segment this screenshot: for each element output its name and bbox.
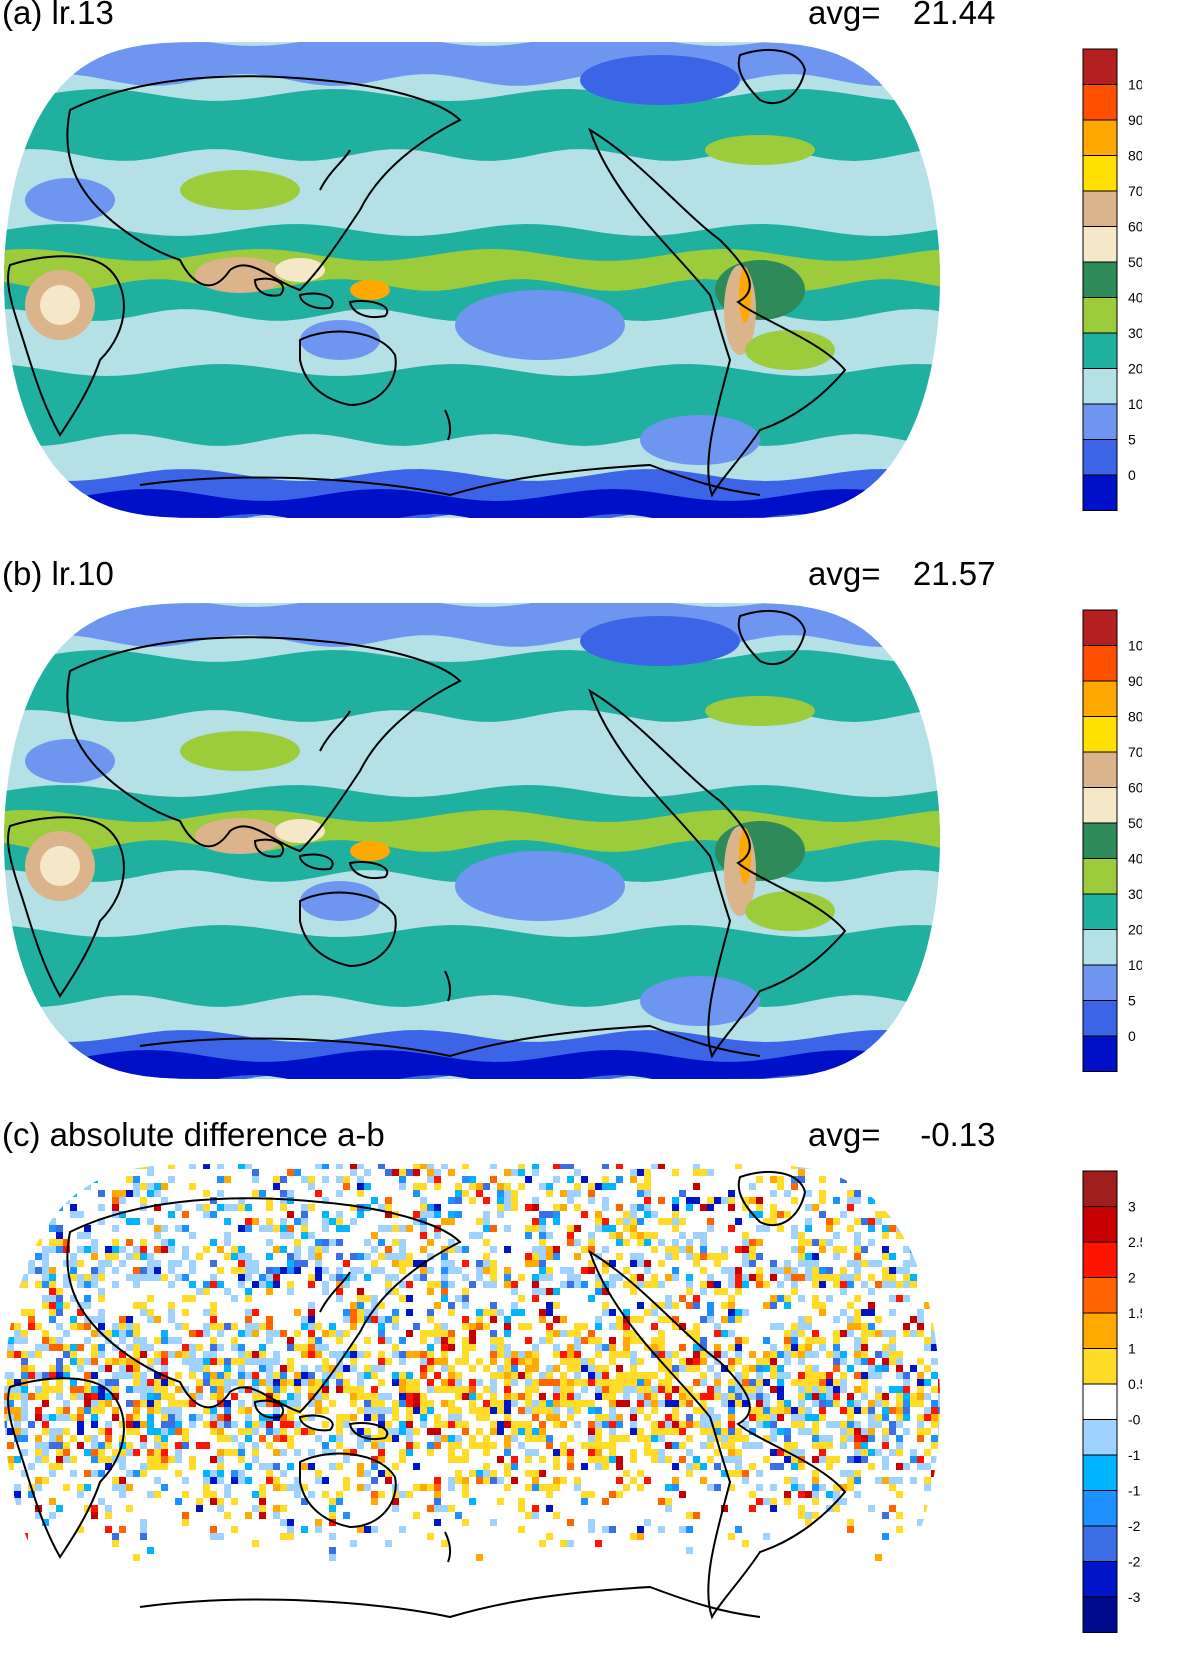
colorbar-tick-label: 30 — [1128, 325, 1142, 341]
colorbar: -3 -2.5 -2 -1.5 -1 -0.5 0.5 1 1.5 2 2.5 3 — [1082, 1170, 1142, 1633]
colorbar-tick-label: -0.5 — [1128, 1412, 1142, 1428]
colorbar-box — [1082, 190, 1118, 227]
avg-value: 21.57 — [912, 555, 996, 592]
colorbar-tick-label: 50 — [1128, 815, 1142, 831]
colorbar-tick-label: -2 — [1128, 1518, 1141, 1534]
panel-average: avg= 21.44 — [808, 0, 995, 32]
colorbar: 0 5 10 20 30 40 50 60 70 80 90 100 — [1082, 48, 1142, 511]
colorbar-box — [1082, 439, 1118, 476]
colorbar-tick-label: -2.5 — [1128, 1554, 1142, 1570]
colorbar-box — [1082, 716, 1118, 753]
colorbar-tick-label: -1 — [1128, 1447, 1141, 1463]
colorbar-box — [1082, 332, 1118, 369]
colorbar-box — [1082, 893, 1118, 930]
avg-value: 21.44 — [912, 0, 996, 31]
colorbar-box — [1082, 48, 1118, 85]
colorbar-box — [1082, 403, 1118, 440]
colorbar-box — [1082, 645, 1118, 682]
world-map — [4, 603, 940, 1079]
colorbar-box — [1082, 680, 1118, 717]
colorbar-box — [1082, 119, 1118, 156]
colorbar-box — [1082, 1596, 1118, 1633]
colorbar-tick-label: 5 — [1128, 432, 1136, 448]
colorbar-box — [1082, 1277, 1118, 1314]
colorbar-box — [1082, 1490, 1118, 1527]
colorbar-tick-label: 20 — [1128, 922, 1142, 938]
colorbar-tick-label: 60 — [1128, 219, 1142, 235]
colorbar-tick-label: 100 — [1128, 638, 1142, 654]
colorbar-tick-label: 0 — [1128, 1028, 1136, 1044]
colorbar-tick-label: 70 — [1128, 183, 1142, 199]
colorbar-tick-label: 60 — [1128, 780, 1142, 796]
panel-average: avg= 21.57 — [808, 555, 995, 593]
colorbar-box — [1082, 474, 1118, 511]
colorbar-box — [1082, 84, 1118, 121]
colorbar-box — [1082, 261, 1118, 298]
colorbar-tick-label: 70 — [1128, 744, 1142, 760]
colorbar-box — [1082, 1000, 1118, 1037]
colorbar-tick-label: 80 — [1128, 148, 1142, 164]
avg-label: avg= — [808, 0, 881, 31]
colorbar-box — [1082, 297, 1118, 334]
colorbar-box — [1082, 822, 1118, 859]
panel-a: (a) lr.13 avg= 21.44 0 5 10 20 30 40 50 60 70 80 90… — [0, 0, 1189, 555]
colorbar-box — [1082, 1170, 1118, 1207]
colorbar-tick-label: 20 — [1128, 361, 1142, 377]
panel-title: (a) lr.13 — [2, 0, 114, 31]
panel-c: (c) absolute difference a-b avg= -0.13 -3… — [0, 1116, 1189, 1677]
colorbar-tick-label: 40 — [1128, 290, 1142, 306]
colorbar-tick-label: 2.5 — [1128, 1234, 1142, 1250]
colorbar-tick-label: 2 — [1128, 1270, 1136, 1286]
colorbar-tick-label: -3 — [1128, 1589, 1141, 1605]
colorbar-tick-label: 50 — [1128, 254, 1142, 270]
colorbar-tick-label: -1.5 — [1128, 1483, 1142, 1499]
colorbar-tick-label: 100 — [1128, 77, 1142, 93]
colorbar-tick-label: 10 — [1128, 396, 1142, 412]
colorbar-box — [1082, 1383, 1118, 1420]
world-map — [4, 42, 940, 518]
colorbar-box — [1082, 155, 1118, 192]
colorbar-tick-label: 80 — [1128, 709, 1142, 725]
colorbar-tick-label: 30 — [1128, 886, 1142, 902]
colorbar-box — [1082, 609, 1118, 646]
panel-title: (c) absolute difference a-b — [2, 1116, 385, 1153]
colorbar-tick-label: 90 — [1128, 112, 1142, 128]
colorbar-box — [1082, 368, 1118, 405]
colorbar-tick-label: 10 — [1128, 957, 1142, 973]
colorbar-box — [1082, 858, 1118, 895]
colorbar-tick-label: 5 — [1128, 993, 1136, 1009]
colorbar-box — [1082, 1419, 1118, 1456]
colorbar-box — [1082, 226, 1118, 263]
colorbar-box — [1082, 1525, 1118, 1562]
panel-average: avg= -0.13 — [808, 1116, 995, 1154]
colorbar-box — [1082, 1561, 1118, 1598]
colorbar-tick-label: 0 — [1128, 467, 1136, 483]
colorbar-box — [1082, 1312, 1118, 1349]
colorbar-tick-label: 0.5 — [1128, 1376, 1142, 1392]
colorbar-box — [1082, 964, 1118, 1001]
colorbar: 0 5 10 20 30 40 50 60 70 80 90 100 — [1082, 609, 1142, 1072]
colorbar-box — [1082, 1454, 1118, 1491]
colorbar-box — [1082, 1241, 1118, 1278]
avg-label: avg= — [808, 1116, 881, 1153]
colorbar-box — [1082, 929, 1118, 966]
colorbar-tick-label: 1 — [1128, 1341, 1136, 1357]
colorbar-box — [1082, 751, 1118, 788]
avg-value: -0.13 — [920, 1116, 996, 1153]
colorbar-box — [1082, 1348, 1118, 1385]
panel-b: (b) lr.10 avg= 21.57 0 5 10 20 30 40 50 60 70 80 90… — [0, 555, 1189, 1116]
avg-label: avg= — [808, 555, 881, 592]
colorbar-tick-label: 90 — [1128, 673, 1142, 689]
colorbar-tick-label: 3 — [1128, 1199, 1136, 1215]
panel-title: (b) lr.10 — [2, 555, 114, 592]
colorbar-tick-label: 40 — [1128, 851, 1142, 867]
colorbar-tick-label: 1.5 — [1128, 1305, 1142, 1321]
colorbar-box — [1082, 1035, 1118, 1072]
world-map — [4, 1164, 940, 1640]
colorbar-box — [1082, 1206, 1118, 1243]
colorbar-box — [1082, 787, 1118, 824]
